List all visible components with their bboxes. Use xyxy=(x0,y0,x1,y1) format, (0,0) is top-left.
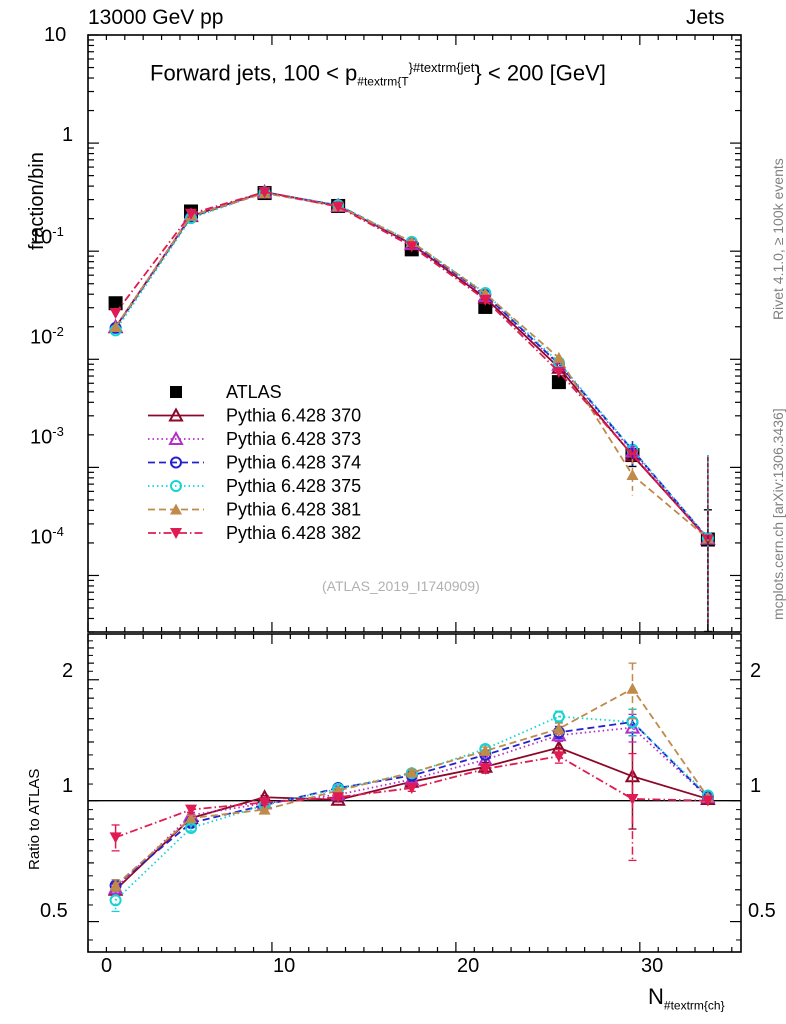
legend-label-1: Pythia 6.428 370 xyxy=(226,406,361,426)
data-marker-circle xyxy=(170,456,182,469)
xaxis-label: N#textrm{ch} xyxy=(648,984,725,1012)
data-marker-triangle-down xyxy=(626,793,639,805)
data-marker-square xyxy=(170,386,182,398)
data-marker-triangle-down xyxy=(332,792,345,804)
data-marker-triangle-down xyxy=(109,308,122,320)
xtick-10: 10 xyxy=(273,955,296,977)
analysis-id-watermark: (ATLAS_2019_I1740909) xyxy=(322,578,480,594)
ratio-series-line xyxy=(114,687,709,887)
data-marker-square xyxy=(108,296,123,311)
main-ytick-10: 10 xyxy=(44,24,67,46)
title-subscript-T: #textrm{T xyxy=(357,74,409,89)
ytick-base-1: 10 xyxy=(30,226,53,249)
data-marker-triangle-up xyxy=(552,722,565,734)
main-ytick-1e-3: 10-3 xyxy=(30,424,64,450)
data-marker-triangle-down xyxy=(258,797,271,809)
ytick-base-2: 10 xyxy=(30,326,53,349)
data-marker-triangle-down xyxy=(479,763,492,775)
data-marker-triangle-down xyxy=(405,783,418,795)
ytick-exp-3: -3 xyxy=(52,424,64,439)
ytick-exp-4: -4 xyxy=(52,524,64,539)
ratio-series-line xyxy=(114,726,709,889)
xaxis-label-main: N xyxy=(648,984,664,1009)
ratio-ytick-2-right: 2 xyxy=(750,660,762,682)
ratio-ytick-2-left: 2 xyxy=(62,660,74,682)
plot-title: Forward jets, 100 < p#textrm{T}#textrm{j… xyxy=(150,60,606,89)
xaxis-label-subscript: #textrm{ch} xyxy=(663,998,725,1013)
data-marker-triangle-down xyxy=(405,241,418,253)
data-marker-triangle-up xyxy=(168,407,184,422)
header-left-label: 13000 GeV pp xyxy=(88,6,224,29)
title-superscript-jet: }#textrm{jet xyxy=(408,60,475,75)
main-panel-frame xyxy=(87,34,742,633)
data-marker-triangle-up xyxy=(170,503,182,515)
data-marker-triangle-down xyxy=(332,201,345,213)
data-marker-triangle-down xyxy=(552,751,565,763)
data-marker-triangle-down xyxy=(258,186,271,198)
ratio-series-line xyxy=(115,721,709,887)
legend-label-0: ATLAS xyxy=(226,382,282,402)
ytick-base-4: 10 xyxy=(30,526,53,549)
data-marker-triangle-up xyxy=(479,744,492,756)
main-ytick-1e-1: 10-1 xyxy=(30,224,64,250)
data-marker-triangle-up xyxy=(626,682,639,694)
data-marker-circle xyxy=(626,715,639,728)
title-part-b: } < 200 [GeV] xyxy=(474,60,606,86)
data-marker-triangle-down xyxy=(185,804,198,816)
main-series-line xyxy=(114,191,709,540)
ratio-ytick-1-left: 1 xyxy=(62,775,74,797)
ratio-ytick-05-right: 0.5 xyxy=(748,900,776,922)
data-marker-triangle-up xyxy=(168,430,184,445)
xtick-0: 0 xyxy=(101,955,113,977)
ytick-base-3: 10 xyxy=(30,426,53,449)
ytick-exp-2: -2 xyxy=(52,324,64,339)
legend-label-5: Pythia 6.428 381 xyxy=(226,500,361,520)
data-marker-triangle-down xyxy=(109,832,122,844)
main-ytick-1: 1 xyxy=(62,124,74,146)
data-marker-triangle-down xyxy=(701,795,714,807)
ratio-panel-frame xyxy=(87,633,742,953)
ratio-ytick-05-left: 0.5 xyxy=(40,900,68,922)
header-right-label: Jets xyxy=(686,6,725,29)
data-marker-triangle-down xyxy=(170,528,182,539)
xtick-30: 30 xyxy=(641,955,664,977)
main-ytick-1e-2: 10-2 xyxy=(30,324,64,350)
data-marker-circle xyxy=(109,894,122,907)
legend-label-2: Pythia 6.428 373 xyxy=(226,429,361,449)
xtick-20: 20 xyxy=(457,955,480,977)
ratio-ytick-1-right: 1 xyxy=(750,775,762,797)
legend-label-3: Pythia 6.428 374 xyxy=(226,453,361,473)
title-part-a: Forward jets, 100 < p xyxy=(150,60,358,86)
data-marker-triangle-up xyxy=(405,766,418,778)
data-marker-triangle-up xyxy=(626,469,639,481)
data-marker-triangle-up xyxy=(552,351,565,363)
legend-label-4: Pythia 6.428 375 xyxy=(226,476,361,496)
legend-label-6: Pythia 6.428 382 xyxy=(226,523,361,543)
data-marker-triangle-down xyxy=(479,294,492,306)
data-marker-triangle-up xyxy=(185,812,198,824)
data-marker-circle xyxy=(170,480,182,492)
main-ytick-1e-4: 10-4 xyxy=(30,524,64,550)
data-marker-triangle-down xyxy=(552,366,565,378)
data-marker-triangle-up xyxy=(109,879,122,891)
data-marker-square xyxy=(551,375,566,390)
data-marker-triangle-up xyxy=(109,320,122,332)
data-marker-circle xyxy=(552,710,565,723)
ytick-exp-1: -1 xyxy=(52,224,64,239)
data-marker-triangle-down xyxy=(185,208,198,220)
data-marker-triangle-up xyxy=(258,803,271,815)
